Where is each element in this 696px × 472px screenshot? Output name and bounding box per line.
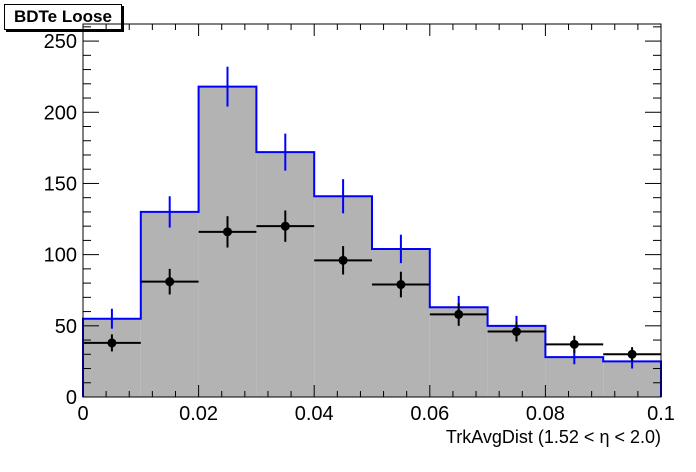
data-point — [454, 309, 464, 319]
histogram-bin — [83, 318, 141, 397]
y-tick-labels: 0 50 100 150 200 250 — [44, 31, 77, 409]
y-tick-label: 0 — [66, 387, 77, 409]
plot-frame — [82, 23, 662, 398]
histogram-bin — [372, 248, 430, 397]
x-tick-labels: 0 0.02 0.04 0.06 0.08 0.1 — [77, 403, 674, 425]
histogram-bin — [314, 196, 372, 397]
data-point — [165, 277, 175, 287]
histogram-bin — [256, 152, 315, 397]
data-point — [223, 227, 232, 237]
data-point — [627, 349, 637, 359]
data-point — [512, 327, 521, 337]
x-tick-label: 0.02 — [179, 403, 218, 425]
data-point — [569, 339, 579, 349]
x-axis-title: TrkAvgDist (1.52 < η < 2.0) — [446, 427, 661, 447]
y-tick-label: 50 — [55, 316, 77, 338]
data-points — [83, 210, 661, 362]
histogram-bin — [140, 211, 199, 397]
chart-title: BDTe Loose — [4, 4, 122, 30]
x-tick-label: 0.08 — [526, 403, 565, 425]
data-point — [396, 280, 406, 290]
y-tick-label: 150 — [44, 173, 77, 195]
x-tick-label: 0 — [77, 403, 88, 425]
y-tick-label: 250 — [44, 31, 77, 53]
y-tick-label: 100 — [44, 245, 77, 267]
x-tick-label: 0.06 — [410, 403, 449, 425]
data-point — [107, 338, 117, 348]
data-point — [338, 255, 348, 265]
x-tick-label: 0.1 — [647, 403, 675, 425]
y-tick-label: 200 — [44, 102, 77, 124]
axis-ticks — [82, 24, 662, 398]
data-point — [280, 221, 290, 231]
x-tick-label: 0.04 — [295, 403, 334, 425]
